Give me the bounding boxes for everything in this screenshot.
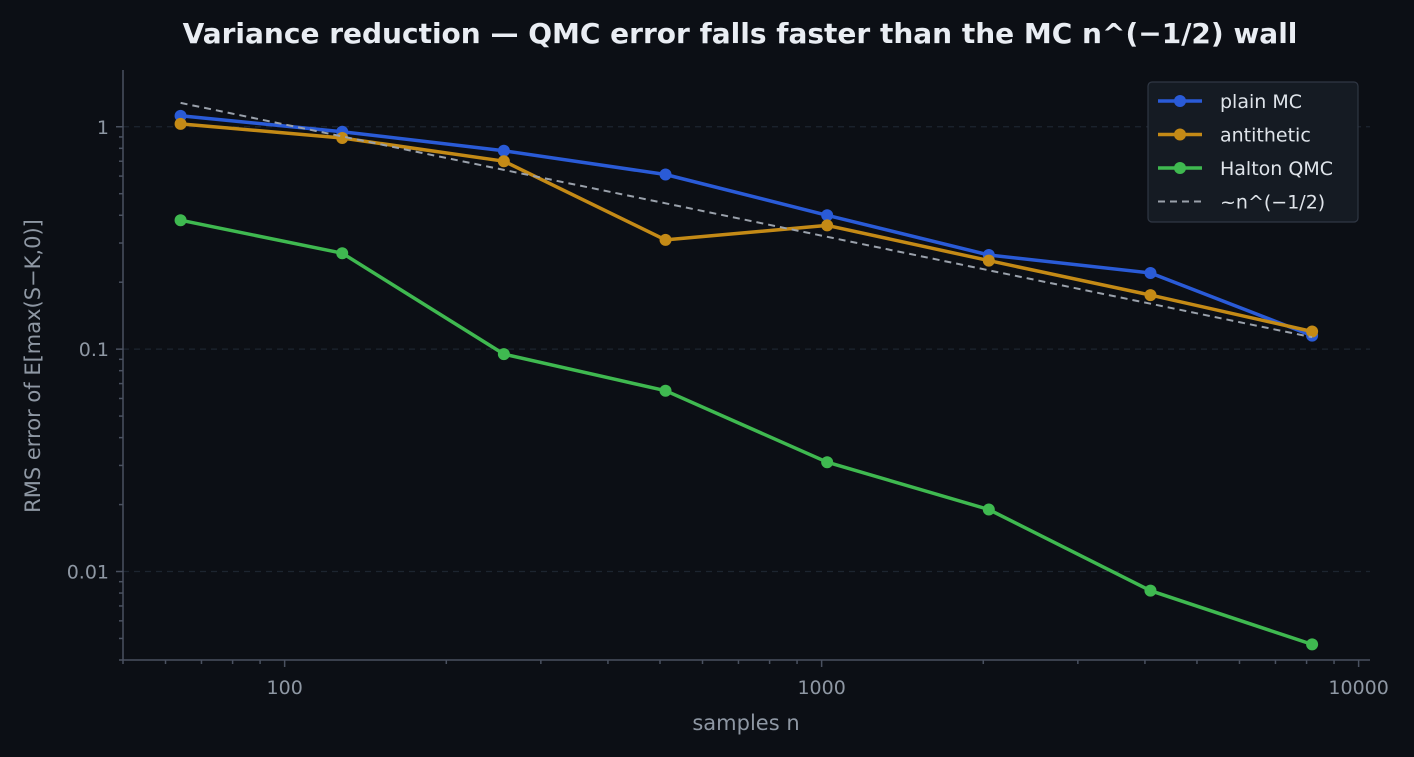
- y-tick-label: 0.01: [67, 562, 109, 584]
- legend: plain MC antithetic Halton QMC ~n^(−1/2): [1147, 81, 1359, 223]
- x-axis-label: samples n: [692, 711, 799, 735]
- data-point: [821, 456, 834, 469]
- data-point: [497, 348, 510, 361]
- legend-marker: [1174, 128, 1186, 141]
- data-point: [174, 214, 187, 227]
- data-point: [1306, 638, 1319, 651]
- legend-entry: plain MC: [1158, 91, 1302, 113]
- axes: 100 1000 10000 1 0.1 0.01: [67, 70, 1389, 699]
- series-line: [180, 101, 1313, 339]
- series-antithetic: [174, 117, 1319, 338]
- data-point: [659, 168, 672, 181]
- legend-label: ~n^(−1/2): [1220, 192, 1325, 214]
- series-n-1-2: [180, 101, 1313, 339]
- data-point: [1144, 584, 1157, 597]
- y-axis-label: RMS error of E[max(S−K,0)]: [21, 219, 45, 513]
- data-point: [982, 503, 995, 516]
- data-point: [821, 219, 834, 232]
- data-point: [174, 117, 187, 130]
- x-tick-label: 100: [267, 677, 303, 699]
- series-halton-qmc: [174, 214, 1319, 651]
- series-line: [180, 114, 1313, 338]
- legend-box: [1147, 81, 1359, 223]
- series-plain-mc: [174, 109, 1319, 342]
- legend-label: antithetic: [1220, 125, 1311, 147]
- data-point: [1144, 289, 1157, 302]
- series-line: [180, 218, 1313, 647]
- legend-marker: [1174, 162, 1186, 174]
- x-tick-label: 10000: [1328, 677, 1388, 699]
- x-tick-label: 1000: [797, 677, 845, 699]
- legend-marker: [1174, 95, 1186, 107]
- data-point: [1144, 266, 1157, 279]
- series-layer: [174, 101, 1319, 651]
- data-point: [982, 254, 995, 267]
- series-line: [180, 122, 1313, 334]
- data-point: [1306, 325, 1319, 338]
- legend-entry: antithetic: [1158, 125, 1311, 147]
- data-point: [659, 233, 672, 246]
- data-point: [659, 384, 672, 397]
- legend-label: Halton QMC: [1220, 158, 1333, 180]
- legend-entry: ~n^(−1/2): [1158, 192, 1325, 214]
- y-tick-label: 0.1: [79, 339, 109, 361]
- data-point: [821, 209, 834, 222]
- chart-title: Variance reduction — QMC error falls fas…: [183, 17, 1298, 50]
- y-tick-label: 1: [97, 117, 109, 139]
- legend-label: plain MC: [1220, 91, 1302, 113]
- data-point: [497, 155, 510, 168]
- legend-entry: Halton QMC: [1158, 158, 1333, 180]
- data-point: [497, 144, 510, 157]
- data-point: [336, 247, 349, 260]
